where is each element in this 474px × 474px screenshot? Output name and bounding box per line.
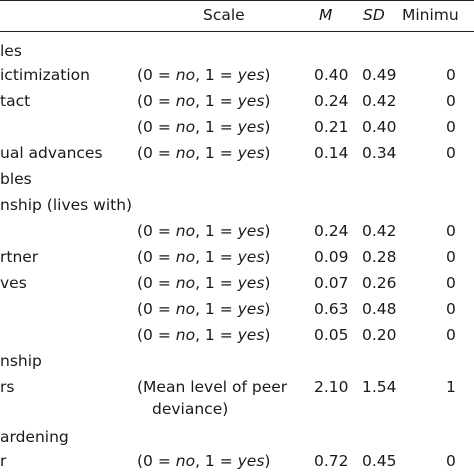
row-mean: 0.14 (314, 144, 349, 162)
row-minimum: 0 (446, 452, 456, 470)
row-minimum: 0 (446, 92, 456, 110)
row-sd: 1.54 (362, 378, 397, 396)
row-mean: 0.05 (314, 326, 349, 344)
row-sd: 0.48 (362, 300, 397, 318)
row-label: r (0, 452, 7, 470)
row-sd: 0.42 (362, 92, 397, 110)
row-mean: 0.24 (314, 222, 349, 240)
header-minimum: Minimu (402, 6, 459, 24)
row-minimum: 0 (446, 66, 456, 84)
row-mean: 0.72 (314, 452, 349, 470)
row-sd: 0.28 (362, 248, 397, 266)
row-minimum: 0 (446, 118, 456, 136)
header-scale: Scale (203, 6, 245, 24)
row-minimum: 0 (446, 274, 456, 292)
row-scale: (0 = no, 1 = yes) (137, 222, 271, 240)
row-label: nship (lives with) (0, 196, 133, 214)
header-mean: M (319, 6, 333, 24)
row-minimum: 0 (446, 326, 456, 344)
row-label: les (0, 42, 22, 60)
row-minimum: 0 (446, 144, 456, 162)
row-label: ual advances (0, 144, 103, 162)
row-mean: 0.07 (314, 274, 349, 292)
row-label: bles (0, 170, 32, 188)
row-sd: 0.20 (362, 326, 397, 344)
header-sd: SD (363, 6, 385, 24)
row-label: tact (0, 92, 31, 110)
row-sd: 0.45 (362, 452, 397, 470)
row-scale: (0 = no, 1 = yes) (137, 326, 271, 344)
row-scale: (0 = no, 1 = yes) (137, 118, 271, 136)
row-scale: (0 = no, 1 = yes) (137, 144, 271, 162)
row-minimum: 0 (446, 222, 456, 240)
row-mean: 0.21 (314, 118, 349, 136)
row-label: rs (0, 378, 15, 396)
row-sd: 0.26 (362, 274, 397, 292)
row-minimum: 0 (446, 248, 456, 266)
row-mean: 0.63 (314, 300, 349, 318)
row-label: rtner (0, 248, 39, 266)
row-mean: 0.24 (314, 92, 349, 110)
row-minimum: 0 (446, 300, 456, 318)
header-top-rule (0, 0, 474, 1)
row-scale: (0 = no, 1 = yes) (137, 300, 271, 318)
row-mean: 0.09 (314, 248, 349, 266)
row-label: ardening (0, 428, 69, 446)
row-label: nship (0, 352, 42, 370)
row-scale: (0 = no, 1 = yes) (137, 92, 271, 110)
header-bottom-rule (0, 31, 474, 32)
row-minimum: 1 (446, 378, 456, 396)
row-mean: 2.10 (314, 378, 349, 396)
row-sd: 0.42 (362, 222, 397, 240)
row-label: ictimization (0, 66, 90, 84)
row-scale: (0 = no, 1 = yes) (137, 66, 271, 84)
row-sd: 0.34 (362, 144, 397, 162)
row-sd: 0.49 (362, 66, 397, 84)
row-scale: (0 = no, 1 = yes) (137, 248, 271, 266)
row-scale: (0 = no, 1 = yes) (137, 274, 271, 292)
row-mean: 0.40 (314, 66, 349, 84)
row-sd: 0.40 (362, 118, 397, 136)
row-scale: deviance) (152, 400, 229, 418)
row-scale: (0 = no, 1 = yes) (137, 452, 271, 470)
row-label: ves (0, 274, 27, 292)
row-scale: (Mean level of peer (137, 378, 288, 396)
